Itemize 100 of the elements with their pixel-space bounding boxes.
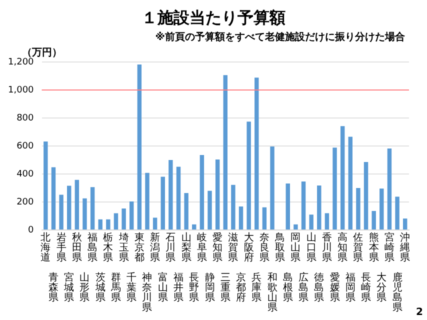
bar bbox=[152, 218, 158, 230]
x-tick-label: 佐賀県 bbox=[353, 232, 364, 264]
bar bbox=[340, 126, 345, 230]
bar bbox=[402, 218, 408, 230]
x-tick-label: 静岡県 bbox=[204, 272, 215, 304]
x-tick-label: 和歌山県 bbox=[267, 272, 278, 314]
x-tick-label: 長野県 bbox=[189, 272, 200, 304]
x-tick-label: 栃木県 bbox=[103, 232, 114, 264]
bar bbox=[380, 188, 384, 230]
bar bbox=[200, 154, 204, 230]
x-tick-label: 神奈川県 bbox=[142, 272, 152, 314]
bar bbox=[254, 78, 259, 230]
bar bbox=[90, 187, 95, 230]
bar bbox=[348, 136, 353, 230]
x-tick-label: 長崎県 bbox=[361, 272, 372, 304]
bar bbox=[215, 159, 220, 230]
bar bbox=[130, 201, 134, 230]
x-tick-label: 兵庫県 bbox=[252, 272, 262, 304]
bar bbox=[324, 213, 330, 230]
x-tick-label: 愛知県 bbox=[212, 232, 223, 264]
x-tick-label: 山形県 bbox=[80, 272, 90, 304]
x-tick-label: 岐阜県 bbox=[196, 232, 207, 264]
chart-subtitle: ※前頁の予算額をすべて老健施設だけに振り分けた場合 bbox=[154, 30, 406, 44]
bar bbox=[246, 122, 251, 230]
y-tick-label: 600 bbox=[16, 141, 34, 152]
bar bbox=[332, 148, 337, 230]
bar bbox=[192, 224, 196, 230]
bar bbox=[387, 148, 392, 230]
x-tick-label: 山口県 bbox=[306, 232, 316, 264]
x-tick-label: 高知県 bbox=[338, 232, 348, 264]
x-tick-label: 千葉県 bbox=[126, 272, 137, 304]
bar bbox=[301, 182, 306, 230]
x-tick-label: 徳島県 bbox=[314, 272, 324, 304]
bar bbox=[67, 186, 72, 230]
bar bbox=[309, 214, 314, 230]
bar bbox=[145, 172, 150, 230]
y-tick-label: 800 bbox=[16, 113, 34, 124]
bar bbox=[168, 160, 173, 230]
x-tick-label: 大阪府 bbox=[244, 232, 254, 264]
x-tick-label: 奈良県 bbox=[259, 232, 270, 264]
x-tick-label: 熊本県 bbox=[368, 232, 379, 264]
x-tick-label: 岩手県 bbox=[56, 232, 66, 264]
x-tick-label: 広島県 bbox=[298, 272, 309, 304]
x-tick-label: 茨城県 bbox=[94, 272, 106, 304]
x-tick-label: 北海道 bbox=[40, 232, 51, 264]
bar bbox=[44, 142, 48, 230]
x-tick-label: 山梨県 bbox=[181, 232, 192, 264]
x-tick-label: 沖縄県 bbox=[399, 232, 410, 264]
bar bbox=[137, 64, 142, 230]
bar bbox=[208, 190, 212, 230]
x-tick-label: 富山県 bbox=[158, 272, 168, 304]
bar bbox=[395, 196, 400, 230]
x-tick-label: 島根県 bbox=[282, 272, 293, 304]
x-tick-label: 石川県 bbox=[166, 232, 176, 264]
chart-title: １施設当たり予算額 bbox=[140, 8, 286, 29]
bar bbox=[238, 206, 244, 230]
x-tick-label: 青森県 bbox=[48, 272, 58, 304]
bar bbox=[98, 219, 102, 230]
x-tick-label: 福岡県 bbox=[345, 272, 356, 304]
x-tick-label: 新潟県 bbox=[150, 232, 160, 264]
x-tick-label: 鳥取県 bbox=[274, 232, 286, 264]
x-tick-label: 岡山県 bbox=[290, 232, 301, 264]
bar bbox=[74, 180, 80, 230]
bar bbox=[51, 167, 56, 230]
bar bbox=[364, 162, 368, 230]
bar bbox=[231, 184, 236, 230]
bar bbox=[223, 75, 228, 230]
bar bbox=[160, 176, 165, 230]
bar bbox=[317, 185, 322, 230]
bar bbox=[356, 188, 360, 230]
bar bbox=[372, 210, 376, 230]
x-tick-label: 三重県 bbox=[220, 272, 230, 304]
y-tick-label: 0 bbox=[28, 225, 34, 236]
x-tick-label: 鹿児島県 bbox=[392, 272, 402, 314]
x-tick-label: 愛媛県 bbox=[330, 272, 340, 304]
x-tick-label: 宮崎県 bbox=[384, 232, 394, 264]
x-tick-label: 宮城県 bbox=[63, 272, 74, 304]
x-tick-label: 香川県 bbox=[322, 232, 332, 264]
bar bbox=[106, 219, 110, 230]
x-tick-label: 京都府 bbox=[236, 272, 246, 304]
bar bbox=[82, 198, 87, 230]
y-tick-label: 400 bbox=[16, 169, 34, 180]
x-tick-label: 東京都 bbox=[134, 232, 144, 264]
y-tick-label: 200 bbox=[16, 197, 34, 208]
bar bbox=[262, 207, 267, 230]
x-tick-label: 大分県 bbox=[376, 272, 387, 304]
x-tick-label: 滋賀県 bbox=[228, 232, 238, 264]
y-tick-label: 1,000 bbox=[8, 85, 34, 96]
bar bbox=[184, 193, 188, 230]
x-tick-label: 埼玉県 bbox=[118, 232, 129, 264]
y-axis-title: （万円） bbox=[22, 48, 62, 59]
text: 2 bbox=[416, 307, 423, 318]
x-tick-label: 福井県 bbox=[174, 272, 184, 304]
x-tick-label: 秋田県 bbox=[72, 232, 82, 264]
bar bbox=[59, 194, 64, 230]
y-tick-label: 1,200 bbox=[8, 57, 34, 68]
bar bbox=[270, 146, 274, 230]
bar bbox=[114, 213, 118, 230]
x-tick-label: 群馬県 bbox=[110, 272, 121, 304]
bar bbox=[176, 166, 181, 230]
